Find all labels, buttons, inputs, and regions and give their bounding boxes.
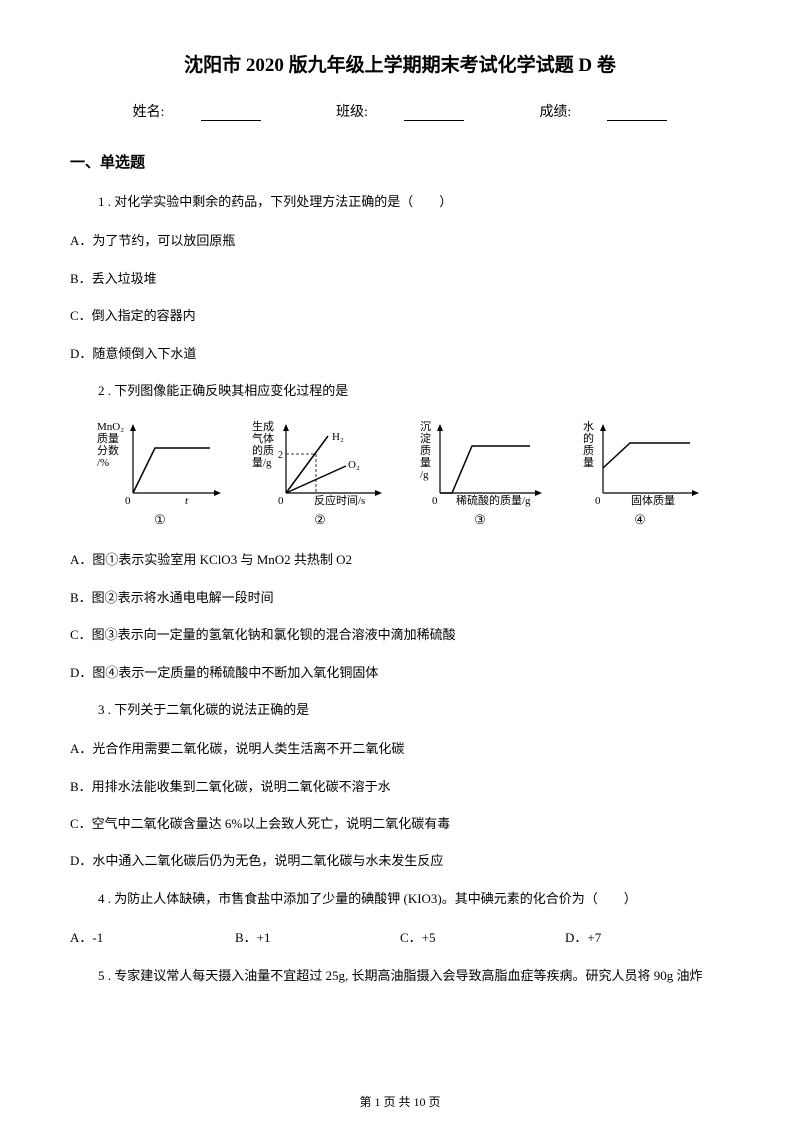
svg-text:O₂: O₂ bbox=[348, 459, 360, 471]
class-label: 班级: bbox=[318, 105, 482, 120]
svg-text:量/g: 量/g bbox=[252, 456, 272, 469]
svg-text:的质: 的质 bbox=[252, 443, 274, 457]
q1-text: 1 . 对化学实验中剩余的药品，下列处理方法正确的是（ ） bbox=[70, 190, 730, 213]
q2-text: 2 . 下列图像能正确反映其相应变化过程的是 bbox=[70, 379, 730, 402]
svg-text:水: 水 bbox=[583, 420, 594, 433]
q2-optC: C．图③表示向一定量的氢氧化钠和氯化钡的混合溶液中滴加稀硫酸 bbox=[70, 623, 730, 646]
chart-3: 沉 淀 质 量 /g 0 稀硫酸的质量/g ③ bbox=[410, 418, 550, 528]
q4-optD: D．+7 bbox=[565, 926, 730, 949]
svg-text:量: 量 bbox=[420, 456, 431, 469]
charts-container: MnO₂ 质量 分数 /% 0 t ① 生成 气体 的质 量/g bbox=[70, 418, 730, 528]
q3-optC: C．空气中二氧化碳含量达 6%以上会致人死亡，说明二氧化碳有毒 bbox=[70, 812, 730, 835]
chart1-num: ① bbox=[90, 512, 230, 528]
q3-text: 3 . 下列关于二氧化碳的说法正确的是 bbox=[70, 698, 730, 721]
q4-text: 4 . 为防止人体缺碘，市售食盐中添加了少量的碘酸钾 (KIO3)。其中碘元素的… bbox=[70, 887, 730, 910]
q3-optA: A．光合作用需要二氧化碳，说明人类生活离不开二氧化碳 bbox=[70, 737, 730, 760]
page-title: 沈阳市 2020 版九年级上学期期末考试化学试题 D 卷 bbox=[70, 50, 730, 77]
q4-optC: C．+5 bbox=[400, 926, 565, 949]
q1-optD: D．随意倾倒入下水道 bbox=[70, 342, 730, 365]
q2-optA: A．图①表示实验室用 KClO3 与 MnO2 共热制 O2 bbox=[70, 548, 730, 571]
chart3-num: ③ bbox=[410, 512, 550, 528]
svg-text:0: 0 bbox=[432, 495, 438, 507]
svg-text:质: 质 bbox=[583, 444, 594, 457]
chart-2: 生成 气体 的质 量/g 2 H₂ O₂ 0 反应时间/s ② bbox=[250, 418, 390, 528]
section-header: 一、单选题 bbox=[70, 151, 730, 172]
svg-text:的: 的 bbox=[583, 431, 594, 445]
svg-text:H₂: H₂ bbox=[332, 431, 344, 443]
page-footer: 第 1 页 共 10 页 bbox=[0, 1093, 800, 1110]
svg-text:/g: /g bbox=[420, 469, 429, 481]
q5-text: 5 . 专家建议常人每天摄入油量不宜超过 25g, 长期高油脂摄入会导致高脂血症… bbox=[70, 964, 730, 987]
q1-optA: A．为了节约，可以放回原瓶 bbox=[70, 229, 730, 252]
svg-text:气体: 气体 bbox=[252, 431, 274, 445]
q3-optB: B．用排水法能收集到二氧化碳，说明二氧化碳不溶于水 bbox=[70, 775, 730, 798]
chart1-ylabel: MnO₂ bbox=[97, 421, 124, 433]
svg-text:沉: 沉 bbox=[420, 420, 431, 433]
chart-4: 水 的 质 量 0 固体质量 ④ bbox=[570, 418, 710, 528]
svg-text:生成: 生成 bbox=[252, 419, 274, 433]
chart4-num: ④ bbox=[570, 512, 710, 528]
score-label: 成绩: bbox=[521, 105, 685, 120]
svg-text:分数: 分数 bbox=[97, 444, 119, 457]
name-label: 姓名: bbox=[115, 105, 279, 120]
svg-text:质: 质 bbox=[420, 444, 431, 457]
q3-optD: D．水中通入二氧化碳后仍为无色，说明二氧化碳与水未发生反应 bbox=[70, 849, 730, 872]
q4-options: A．-1 B．+1 C．+5 D．+7 bbox=[70, 926, 730, 949]
svg-text:淀: 淀 bbox=[420, 431, 431, 445]
q2-optB: B．图②表示将水通电电解一段时间 bbox=[70, 586, 730, 609]
svg-text:反应时间/s: 反应时间/s bbox=[314, 493, 365, 507]
chart-1: MnO₂ 质量 分数 /% 0 t ① bbox=[90, 418, 230, 528]
svg-text:0: 0 bbox=[595, 495, 601, 507]
svg-text:t: t bbox=[185, 495, 189, 507]
svg-text:0: 0 bbox=[125, 495, 131, 507]
svg-text:/%: /% bbox=[97, 457, 109, 469]
svg-text:固体质量: 固体质量 bbox=[631, 493, 675, 507]
q2-optD: D．图④表示一定质量的稀硫酸中不断加入氧化铜固体 bbox=[70, 661, 730, 684]
q1-optB: B．丢入垃圾堆 bbox=[70, 267, 730, 290]
chart2-num: ② bbox=[250, 512, 390, 528]
svg-text:质量: 质量 bbox=[97, 432, 119, 445]
svg-text:0: 0 bbox=[278, 495, 284, 507]
svg-text:量: 量 bbox=[583, 456, 594, 469]
info-row: 姓名: 班级: 成绩: bbox=[70, 101, 730, 121]
q1-optC: C．倒入指定的容器内 bbox=[70, 304, 730, 327]
q4-optB: B．+1 bbox=[235, 926, 400, 949]
svg-text:2: 2 bbox=[278, 450, 283, 461]
svg-text:稀硫酸的质量/g: 稀硫酸的质量/g bbox=[456, 493, 531, 507]
q4-optA: A．-1 bbox=[70, 926, 235, 949]
